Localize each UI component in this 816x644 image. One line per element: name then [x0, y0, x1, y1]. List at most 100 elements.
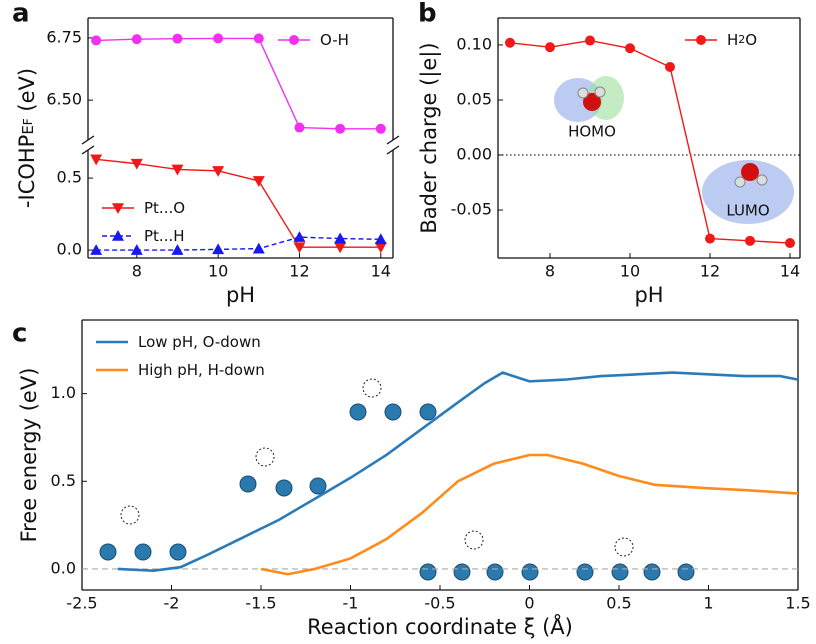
marker	[172, 33, 183, 44]
y-tick-label: -0.05	[451, 200, 492, 219]
legend-label: High pH, H-down	[138, 361, 265, 379]
x-tick-label: 12	[700, 262, 720, 281]
y-tick-label: 0.5	[51, 471, 76, 490]
x-axis-label: pH	[226, 283, 255, 307]
marker	[171, 244, 184, 255]
series-line	[509, 39, 791, 244]
marker	[785, 238, 795, 249]
legend-label: H2O	[727, 31, 757, 49]
text-part: (eV)	[15, 68, 39, 118]
text-part: High pH, H-down	[138, 361, 265, 379]
marker	[131, 34, 142, 45]
axis-break	[386, 145, 400, 155]
marker	[90, 154, 103, 166]
y-tick-label: 0.0	[51, 558, 76, 577]
annotation: LUMO	[726, 202, 769, 220]
y-tick-label: 0.05	[456, 89, 492, 108]
series-line	[117, 371, 799, 573]
text-part: Free energy (eV)	[17, 368, 41, 543]
marker	[130, 158, 143, 170]
text-part: O-H	[320, 31, 349, 49]
y-tick-label: 6.50	[46, 90, 82, 109]
x-tick-label: -1	[343, 594, 359, 613]
marker	[696, 35, 706, 45]
x-tick-label: 8	[545, 262, 555, 281]
x-tick-label: 8	[132, 262, 142, 281]
x-tick-label: -2.5	[66, 594, 97, 613]
homo-illustration	[554, 76, 624, 122]
series-line	[96, 158, 381, 248]
axis-break	[81, 145, 95, 155]
marker	[294, 122, 305, 133]
legend-label: Low pH, O-down	[138, 333, 261, 351]
legend-label: Pt...O	[144, 199, 185, 217]
y-tick-label: 1.0	[51, 383, 76, 402]
text-part: F	[21, 118, 35, 125]
marker	[212, 243, 225, 255]
marker	[334, 232, 347, 244]
marker	[505, 37, 515, 48]
x-tick-label: 14	[371, 262, 391, 281]
text-part: Pt...O	[144, 199, 185, 217]
marker	[112, 230, 124, 241]
axis-break	[81, 135, 95, 145]
y-tick-label: 0.5	[57, 168, 82, 187]
x-tick-label: -1.5	[245, 594, 276, 613]
marker	[625, 43, 635, 54]
series-line	[260, 453, 799, 576]
marker	[213, 33, 224, 44]
x-tick-label: 0	[524, 594, 534, 613]
x-axis-label: pH	[634, 283, 663, 307]
series-line	[96, 37, 381, 130]
y-tick-label: 0.10	[456, 34, 492, 53]
marker	[130, 244, 143, 255]
marker	[90, 244, 103, 255]
marker	[293, 231, 306, 242]
marker	[545, 42, 555, 53]
panel-label: b	[418, 0, 437, 29]
marker	[335, 123, 346, 134]
x-axis-label: Reaction coordinate ξ (Å)	[307, 613, 573, 639]
x-tick-label: -2	[164, 594, 180, 613]
marker	[585, 35, 595, 46]
marker	[171, 164, 184, 176]
marker	[665, 61, 675, 72]
marker	[252, 176, 265, 187]
marker	[374, 233, 387, 245]
marker	[334, 242, 347, 254]
y-axis-label: -ICOHPEF (eV)	[15, 68, 39, 208]
text-part: O	[745, 31, 757, 49]
x-tick-label: 1.5	[785, 594, 810, 613]
y-tick-label: 6.75	[46, 27, 82, 46]
marker	[253, 33, 264, 44]
marker	[375, 123, 386, 134]
marker	[212, 166, 225, 177]
text-part: 2	[738, 33, 745, 46]
y-axis-label: Bader charge (|e|)	[417, 42, 442, 233]
x-tick-label: 0.5	[606, 594, 631, 613]
marker	[252, 242, 265, 254]
text-part: -ICOHP	[15, 135, 39, 208]
x-tick-label: 10	[620, 262, 640, 281]
annotation: HOMO	[568, 123, 616, 141]
x-tick-label: 10	[208, 262, 228, 281]
panel-label: a	[12, 0, 30, 29]
legend-label: O-H	[320, 31, 349, 49]
marker	[289, 35, 299, 45]
marker	[91, 35, 102, 46]
y-axis-label: Free energy (eV)	[17, 368, 41, 543]
snapshot-illustrations	[99, 378, 695, 581]
x-tick-label: -0.5	[424, 594, 455, 613]
x-tick-label: 1	[703, 594, 713, 613]
marker	[112, 203, 124, 214]
lumo-illustration	[702, 160, 794, 224]
panel-label: c	[12, 319, 27, 349]
marker	[745, 235, 755, 246]
text-part: Bader charge (|e|)	[417, 42, 442, 233]
marker	[293, 242, 306, 254]
y-tick-label: 0.00	[456, 145, 492, 164]
y-tick-label: 0.0	[57, 240, 82, 259]
text-part: H	[727, 31, 738, 49]
marker	[374, 242, 387, 254]
